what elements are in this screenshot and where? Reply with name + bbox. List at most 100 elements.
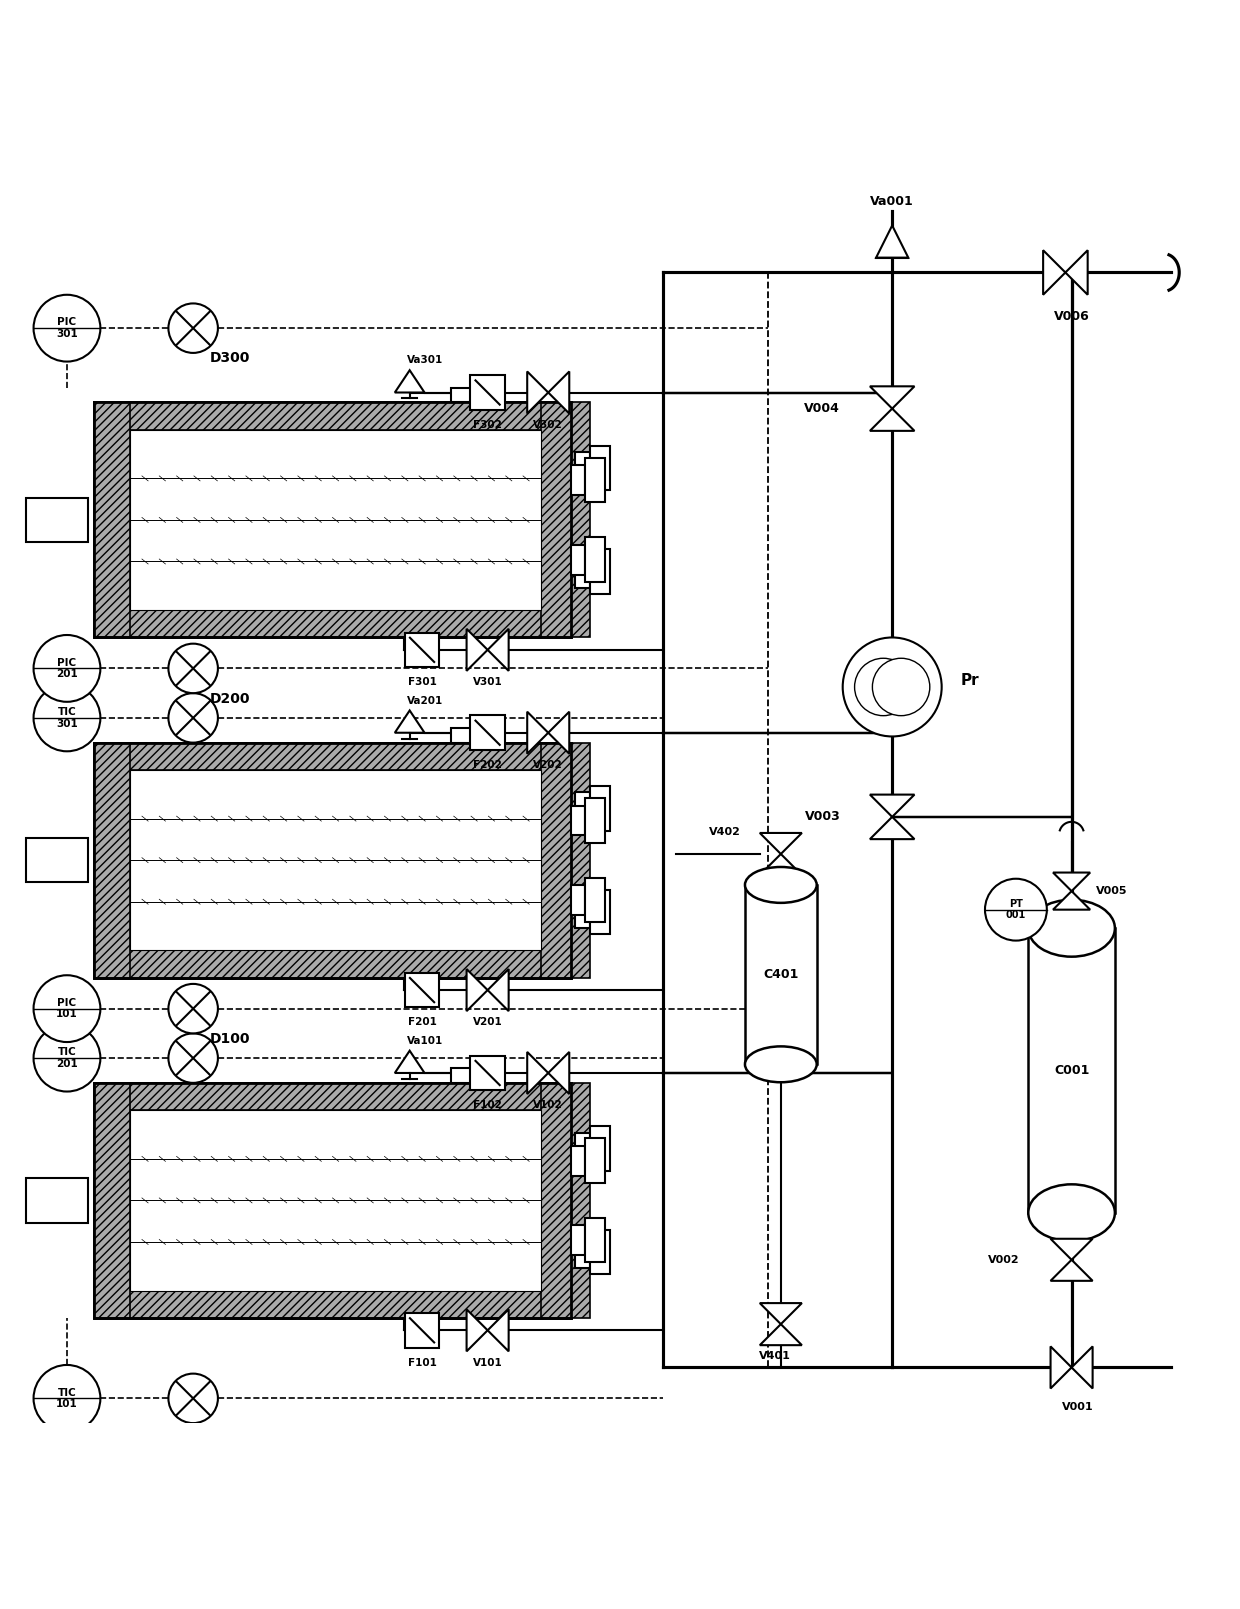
- Text: PIC
101: PIC 101: [56, 998, 78, 1020]
- Text: V402: V402: [709, 827, 742, 837]
- Bar: [129, 769, 541, 951]
- Text: V002: V002: [988, 1255, 1019, 1265]
- Bar: [94, 402, 570, 430]
- Bar: [575, 792, 590, 824]
- Polygon shape: [466, 1310, 487, 1352]
- Circle shape: [33, 684, 100, 751]
- Polygon shape: [1053, 891, 1090, 909]
- Circle shape: [169, 1374, 218, 1422]
- Bar: [450, 1068, 500, 1083]
- Polygon shape: [527, 372, 548, 414]
- Text: V401: V401: [759, 1352, 791, 1361]
- Text: F102: F102: [474, 1101, 502, 1110]
- Circle shape: [169, 644, 218, 693]
- Polygon shape: [1043, 251, 1065, 294]
- Text: Va001: Va001: [870, 195, 914, 208]
- Bar: [570, 1146, 585, 1176]
- Polygon shape: [1050, 1260, 1092, 1281]
- Polygon shape: [870, 795, 914, 817]
- Bar: [94, 1083, 570, 1318]
- Polygon shape: [548, 372, 569, 414]
- Polygon shape: [870, 817, 914, 840]
- Text: V004: V004: [805, 402, 841, 415]
- Polygon shape: [548, 711, 569, 753]
- Bar: [94, 951, 570, 978]
- Bar: [570, 885, 585, 916]
- Bar: [575, 555, 590, 587]
- Text: Va301: Va301: [407, 356, 444, 365]
- Text: V001: V001: [1061, 1401, 1094, 1413]
- Text: V301: V301: [472, 677, 502, 687]
- Polygon shape: [394, 370, 424, 393]
- Text: V302: V302: [533, 420, 563, 430]
- Polygon shape: [466, 629, 487, 671]
- Text: PT
001: PT 001: [1006, 899, 1025, 920]
- Bar: [575, 896, 590, 928]
- Bar: [94, 1083, 570, 1110]
- Text: TIC
201: TIC 201: [56, 1047, 78, 1068]
- Polygon shape: [394, 1051, 424, 1073]
- Text: PIC
201: PIC 201: [56, 658, 78, 679]
- Polygon shape: [877, 225, 908, 257]
- Bar: [590, 890, 610, 935]
- Bar: [450, 727, 500, 743]
- Polygon shape: [760, 833, 802, 854]
- Bar: [541, 1083, 589, 1318]
- Bar: [94, 402, 570, 637]
- Polygon shape: [760, 1303, 802, 1324]
- Circle shape: [854, 658, 911, 716]
- Bar: [404, 1313, 439, 1348]
- Bar: [94, 610, 570, 637]
- Bar: [590, 1229, 610, 1274]
- Polygon shape: [487, 969, 508, 1010]
- Text: V003: V003: [805, 811, 841, 824]
- Text: PIC
301: PIC 301: [56, 317, 78, 339]
- Circle shape: [33, 1364, 100, 1432]
- Circle shape: [169, 1033, 218, 1083]
- Text: F202: F202: [474, 759, 502, 771]
- Text: V006: V006: [1054, 309, 1090, 323]
- Bar: [590, 446, 610, 491]
- Circle shape: [169, 693, 218, 743]
- Polygon shape: [527, 711, 548, 753]
- Bar: [26, 1178, 88, 1223]
- Bar: [26, 497, 88, 542]
- Bar: [94, 743, 570, 978]
- Polygon shape: [1071, 1347, 1092, 1389]
- Text: Va201: Va201: [407, 695, 444, 705]
- Bar: [585, 459, 605, 502]
- Bar: [94, 402, 129, 637]
- Bar: [94, 1083, 129, 1318]
- Text: V202: V202: [533, 759, 563, 771]
- Bar: [94, 743, 570, 978]
- Circle shape: [873, 658, 930, 716]
- Circle shape: [985, 879, 1047, 941]
- Bar: [1028, 928, 1115, 1213]
- Polygon shape: [760, 1324, 802, 1345]
- Bar: [585, 1218, 605, 1263]
- Circle shape: [169, 304, 218, 352]
- Polygon shape: [1050, 1239, 1092, 1260]
- Bar: [404, 973, 439, 1007]
- Bar: [590, 787, 610, 830]
- Bar: [541, 743, 589, 978]
- Polygon shape: [1065, 251, 1087, 294]
- Bar: [470, 375, 505, 410]
- Bar: [570, 1226, 585, 1255]
- Circle shape: [33, 1025, 100, 1091]
- Text: F201: F201: [408, 1017, 436, 1027]
- Bar: [575, 1236, 590, 1268]
- Ellipse shape: [745, 867, 817, 903]
- Text: Pr: Pr: [960, 673, 978, 689]
- Polygon shape: [1053, 872, 1090, 891]
- Bar: [450, 388, 500, 402]
- Bar: [94, 1290, 570, 1318]
- Text: D300: D300: [210, 351, 250, 365]
- Polygon shape: [394, 711, 424, 732]
- Bar: [590, 549, 610, 594]
- Circle shape: [33, 636, 100, 702]
- Polygon shape: [527, 1052, 548, 1094]
- Bar: [590, 1126, 610, 1171]
- Bar: [585, 1139, 605, 1183]
- Bar: [94, 1083, 570, 1318]
